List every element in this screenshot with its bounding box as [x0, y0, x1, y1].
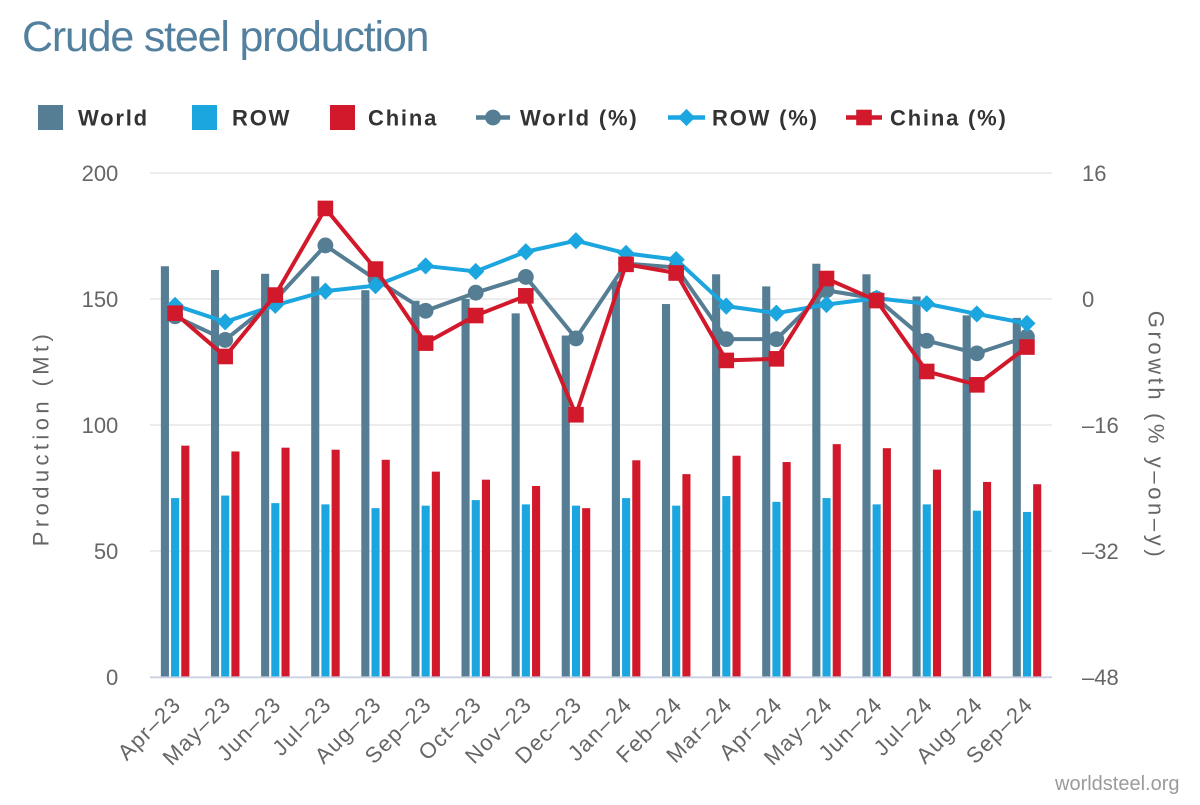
svg-text:Production (Mt): Production (Mt) [29, 330, 54, 546]
svg-text:World: World [78, 106, 149, 131]
svg-text:–48: –48 [1082, 665, 1119, 690]
svg-text:16: 16 [1082, 161, 1106, 186]
svg-text:–16: –16 [1082, 413, 1119, 438]
svg-text:–32: –32 [1082, 539, 1119, 564]
svg-text:200: 200 [82, 161, 119, 186]
svg-text:China: China [368, 106, 438, 131]
svg-text:World (%): World (%) [520, 106, 638, 131]
svg-text:50: 50 [94, 539, 118, 564]
svg-text:China (%): China (%) [890, 106, 1008, 131]
svg-text:150: 150 [82, 287, 119, 312]
svg-text:Crude steel production: Crude steel production [22, 13, 428, 61]
svg-text:0: 0 [1082, 287, 1094, 312]
svg-text:ROW (%): ROW (%) [712, 106, 819, 131]
svg-text:worldsteel.org: worldsteel.org [1054, 773, 1180, 795]
svg-text:100: 100 [82, 413, 119, 438]
svg-text:ROW: ROW [232, 106, 291, 131]
svg-text:Growth (% y–on–y): Growth (% y–on–y) [1144, 311, 1169, 561]
svg-text:0: 0 [106, 665, 118, 690]
